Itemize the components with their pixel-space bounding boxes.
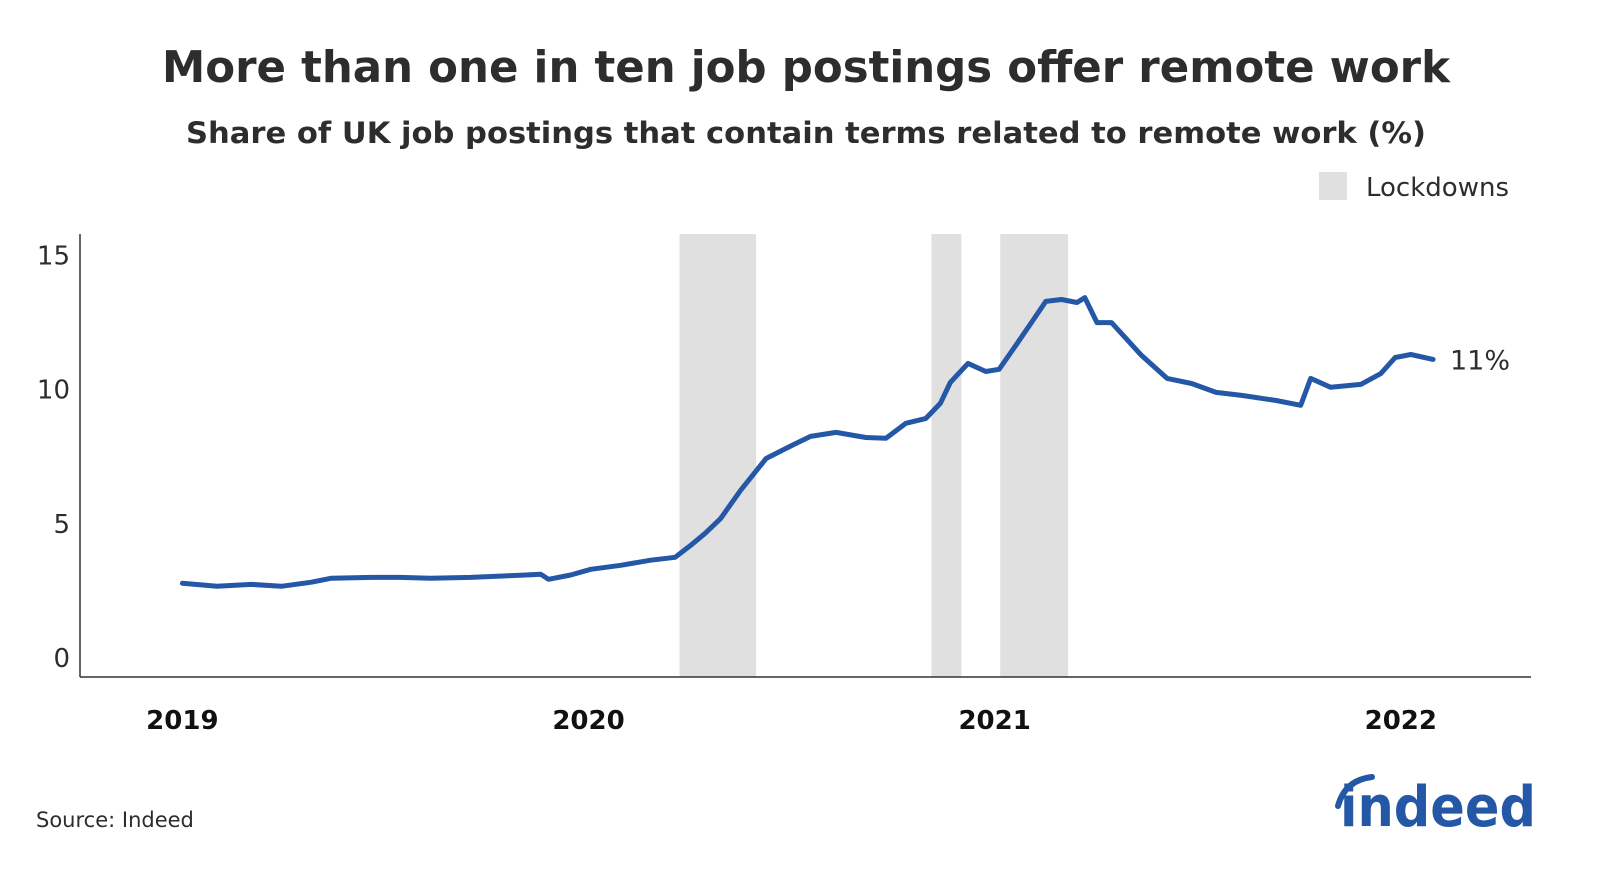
x-tick-label: 2019: [146, 706, 218, 736]
lockdown-band: [931, 234, 962, 677]
y-tick-label: 10: [37, 376, 70, 406]
lockdown-band: [1000, 234, 1069, 677]
legend-label-lockdowns: Lockdowns: [1366, 173, 1509, 203]
chart-subtitle: Share of UK job postings that contain te…: [186, 116, 1426, 150]
y-axis: 0 5 10 15: [37, 241, 70, 674]
lockdown-band: [679, 234, 757, 677]
series-line-remote-share: [179, 295, 1436, 589]
legend-swatch-lockdowns: [1319, 172, 1347, 200]
indeed-logo: indeed: [1335, 774, 1536, 840]
svg-text:indeed: indeed: [1340, 775, 1536, 840]
source-note: Source: Indeed: [36, 808, 194, 832]
y-tick-label: 5: [53, 510, 70, 540]
chart-title: More than one in ten job postings offer …: [162, 42, 1452, 93]
x-tick-label: 2022: [1365, 706, 1437, 736]
shaded-periods: [679, 234, 1069, 677]
x-tick-label: 2021: [958, 706, 1030, 736]
y-tick-label: 15: [37, 241, 70, 271]
legend: Lockdowns: [1319, 172, 1509, 203]
x-axis: 2019 2020 2021 2022: [146, 706, 1437, 736]
end-value-label: 11%: [1450, 345, 1510, 376]
x-tick-label: 2020: [552, 706, 624, 736]
y-tick-label: 0: [53, 644, 70, 674]
